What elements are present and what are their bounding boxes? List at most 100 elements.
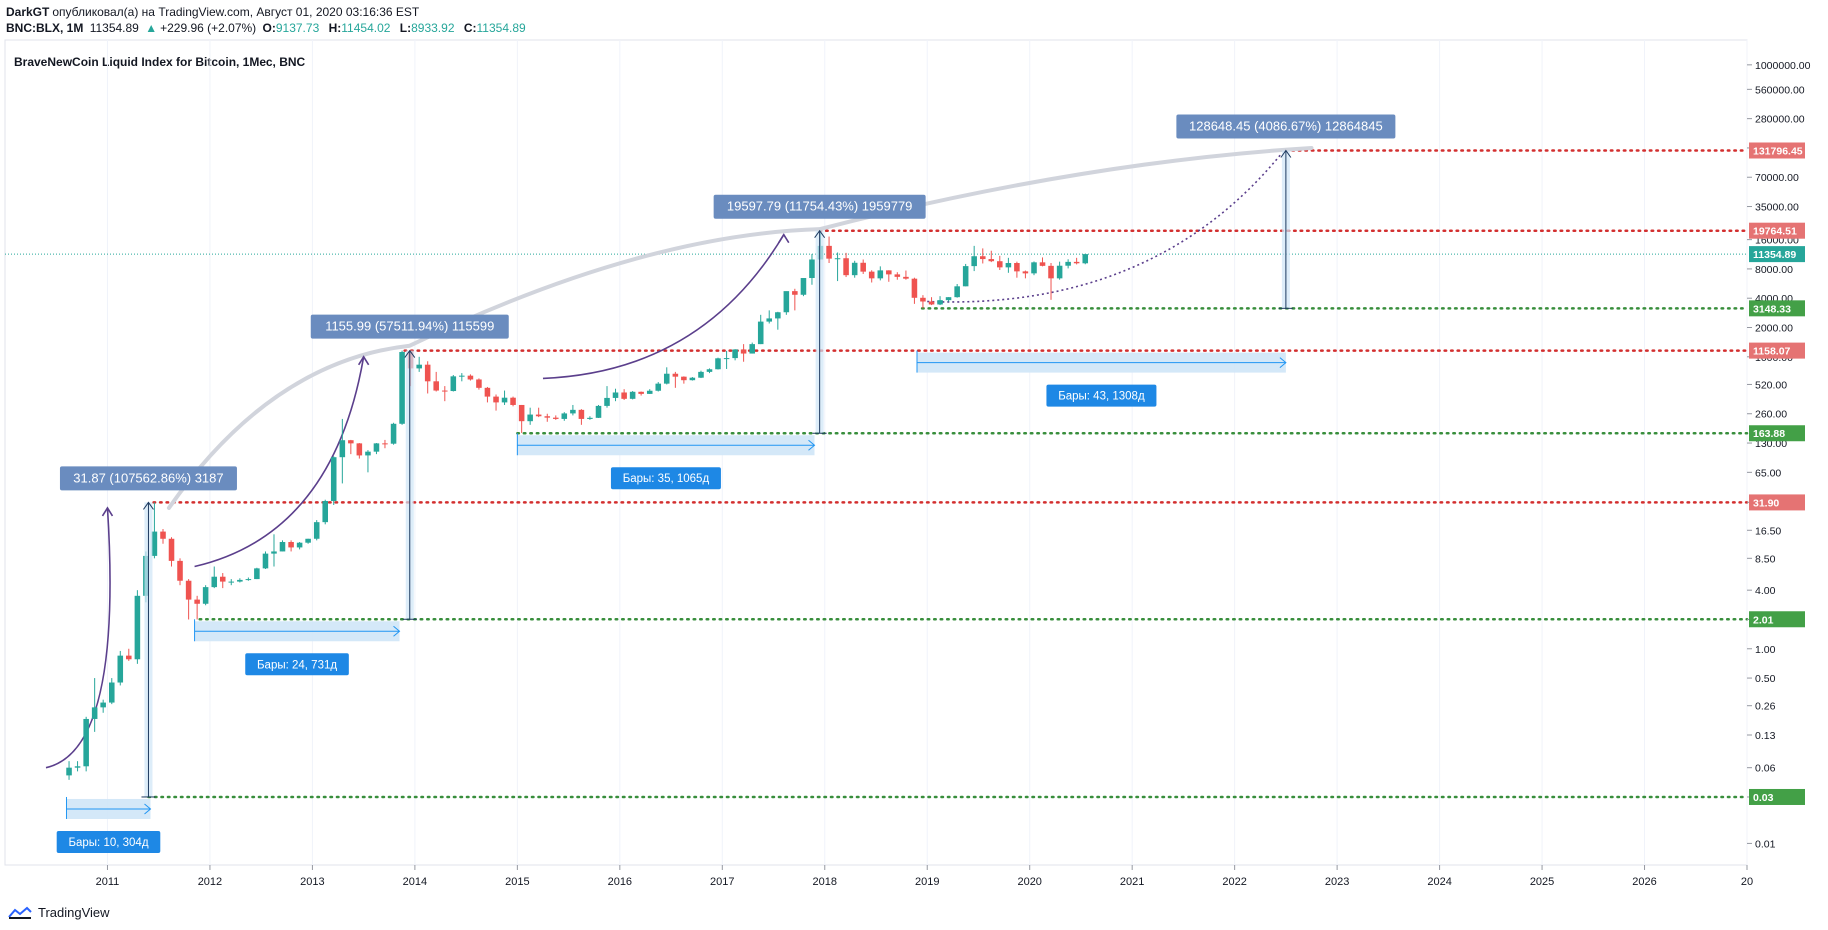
candle-body: [279, 542, 286, 552]
y-tick-label: 0.06: [1755, 763, 1776, 775]
candle-body: [655, 383, 662, 391]
range-label-bg: [1046, 384, 1157, 407]
purple-arrowhead: [778, 233, 790, 244]
candle-body: [219, 576, 226, 582]
candle-body: [723, 358, 730, 360]
grid: [106, 40, 1748, 865]
gain-arrowhead: [404, 349, 416, 358]
x-tick-label: 2022: [1222, 876, 1246, 888]
candle-body: [1031, 262, 1037, 274]
range-label-bg: [245, 653, 349, 676]
y-tick-label: 560000.00: [1755, 84, 1805, 96]
candle-body: [518, 404, 525, 422]
candle-body: [501, 397, 508, 403]
candle-body: [851, 262, 858, 276]
candle-body: [271, 551, 277, 554]
candle-body: [424, 364, 431, 382]
y-tick-label: 0.50: [1755, 673, 1776, 685]
price-tag-label: 0.03: [1753, 792, 1774, 804]
y-tick-label: 35000.00: [1755, 202, 1799, 214]
candle-body: [151, 531, 158, 556]
purple-curve: [194, 356, 365, 568]
candle-body: [160, 531, 166, 539]
y-tick-label: 0.13: [1755, 730, 1776, 742]
candle-body: [476, 379, 482, 388]
x-tick-label: 2018: [813, 876, 837, 888]
candle-body: [91, 707, 98, 719]
range-label: Бары: 35, 1065д: [623, 473, 710, 485]
y-tick-label: 8000.00: [1755, 264, 1793, 276]
horizontal-levels: [5, 149, 1749, 799]
low-label: L:8933.92: [399, 21, 455, 35]
candle-body: [740, 349, 747, 354]
candle-body: [117, 655, 124, 683]
chart-title: BraveNewCoin Liquid Index for Bitcoin, 1…: [14, 55, 306, 69]
chart-plot-area[interactable]: [4, 39, 1748, 866]
candle-body: [886, 270, 892, 275]
candle-body: [245, 579, 252, 581]
price-tag: [1749, 611, 1805, 628]
x-tick-label: 2020: [1017, 876, 1041, 888]
price-tag: [1749, 300, 1805, 317]
time-axis[interactable]: 2011 2012 2013 2014 2015 2016 2017 2018 2019 2020…: [96, 865, 1753, 888]
candle-body: [706, 369, 713, 372]
candle-body: [638, 391, 644, 394]
price-tag: [1749, 494, 1805, 511]
candle-body: [66, 767, 72, 776]
candle-body: [604, 397, 610, 406]
candle-body: [962, 266, 969, 287]
author-name[interactable]: DarkGT: [6, 5, 50, 19]
candle-body: [399, 352, 405, 424]
candle-body: [809, 259, 815, 279]
symbol-label[interactable]: BNC:BLX, 1M: [6, 21, 84, 35]
footer-branding[interactable]: TradingView: [8, 905, 110, 920]
range-label: Бары: 43, 1308д: [1058, 391, 1145, 403]
x-tick-label: 20: [1741, 876, 1753, 888]
candle-body: [450, 376, 457, 392]
candle-body: [177, 560, 183, 581]
candle-body: [860, 262, 866, 272]
candle-body: [903, 276, 909, 279]
gain-label: 128648.45 (4086.67%) 12864845: [1189, 118, 1383, 133]
y-tick-label: 8.50: [1755, 553, 1776, 565]
candle-body: [365, 451, 371, 456]
projection-curve: [927, 153, 1282, 303]
candle-body: [663, 373, 670, 384]
candle-body: [800, 278, 807, 295]
y-tick-label: 2000.00: [1755, 323, 1793, 335]
candle-body: [126, 655, 132, 660]
candle-body: [672, 373, 679, 377]
candle-body: [194, 599, 200, 604]
candle-body: [621, 392, 627, 399]
x-tick-label: 2015: [505, 876, 529, 888]
candle-body: [681, 376, 687, 381]
x-tick-label: 2013: [300, 876, 324, 888]
y-tick-label: 4.00: [1755, 585, 1776, 597]
candle-body: [535, 414, 542, 417]
range-arrowhead: [1279, 357, 1287, 368]
gain-label-bg: [1176, 114, 1396, 139]
range-arrowhead: [393, 625, 401, 637]
candle-body: [544, 416, 551, 418]
price-axis[interactable]: 1000000.00560000.00280000.00140000.00700…: [1747, 60, 1811, 851]
candle-body: [211, 576, 218, 588]
x-tick-label: 2021: [1120, 876, 1144, 888]
candle-body: [339, 440, 346, 458]
candle-body: [937, 300, 943, 305]
tradingview-logo-icon: [8, 906, 32, 919]
candle-body: [757, 321, 764, 345]
candle-body: [561, 413, 568, 419]
candle-body: [732, 349, 738, 359]
y-tick-label: 280000.00: [1755, 114, 1805, 126]
candle-body: [202, 587, 209, 604]
candle-body: [595, 405, 602, 418]
candle-body: [766, 318, 773, 322]
y-tick-label: 520.00: [1755, 379, 1787, 391]
candle-body: [330, 457, 337, 501]
up-arrow-icon: ▲: [145, 21, 158, 35]
bar-ranges: Бары: 10, 304д Бары: 24, 731д Бары: 35, 10…: [56, 350, 1287, 853]
purple-curve: [45, 507, 111, 769]
candle-body: [826, 245, 832, 259]
price-tag: [1749, 246, 1805, 263]
